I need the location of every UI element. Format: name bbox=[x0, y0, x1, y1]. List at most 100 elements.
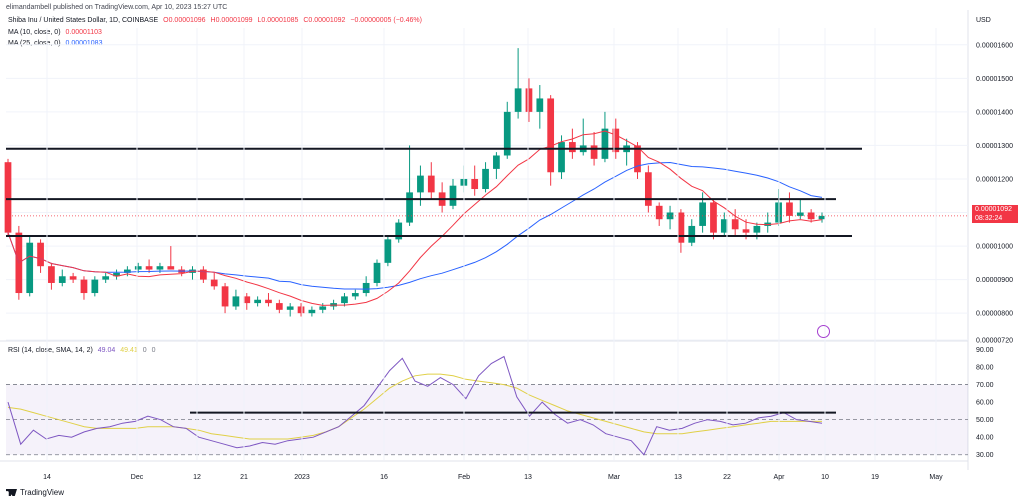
time-tick-label: 10 bbox=[821, 474, 829, 481]
candle-body bbox=[4, 162, 12, 233]
last-price-countdown: 08:32:24 bbox=[975, 215, 1003, 222]
candle-body bbox=[634, 145, 641, 173]
candle-body bbox=[134, 266, 142, 270]
candle-body bbox=[449, 185, 457, 206]
candle-body bbox=[807, 212, 815, 220]
candle-body bbox=[558, 142, 565, 173]
ma10-label: MA (10, close, 0) bbox=[8, 29, 61, 36]
candle-body bbox=[742, 229, 750, 233]
price-tick-label: 0.00000720 bbox=[976, 338, 1013, 345]
candle-body bbox=[341, 296, 348, 304]
candle-body bbox=[275, 303, 283, 310]
candle-body bbox=[26, 242, 34, 294]
time-tick-label: Mar bbox=[608, 474, 621, 481]
candle-body bbox=[786, 202, 793, 216]
rsi-tick-label: 30.00 bbox=[976, 452, 994, 459]
candle-body bbox=[210, 279, 218, 287]
sparkle-event-icon[interactable] bbox=[817, 325, 830, 338]
candle-body bbox=[58, 276, 66, 283]
ma25-line bbox=[7, 161, 823, 290]
candle-body bbox=[37, 242, 44, 267]
rsi-line bbox=[7, 355, 823, 456]
candle-body bbox=[254, 299, 261, 304]
candle-body bbox=[48, 266, 55, 283]
candle-body bbox=[655, 205, 663, 220]
candle-body bbox=[601, 128, 609, 159]
price-tick-label: 0.00001200 bbox=[976, 176, 1013, 183]
rsi-tick-label: 80.00 bbox=[976, 365, 994, 372]
candle-body bbox=[102, 276, 110, 280]
candle-body bbox=[514, 88, 522, 112]
candle-body bbox=[536, 98, 544, 112]
rsi-ma-line bbox=[7, 373, 822, 440]
time-tick-label: 12 bbox=[193, 474, 201, 481]
price-tick-label: 0.00001000 bbox=[976, 244, 1013, 251]
candle-body bbox=[503, 111, 511, 156]
candle-body bbox=[612, 128, 620, 153]
candle-body bbox=[91, 279, 99, 294]
candle-body bbox=[427, 175, 435, 193]
close-value: C0.00001092 bbox=[303, 17, 346, 24]
symbol-name: Shiba Inu / United States Dollar, 1D, CO… bbox=[8, 17, 159, 24]
candle-body bbox=[547, 98, 555, 173]
change-value: −0.00000005 (−0.46%) bbox=[350, 17, 422, 24]
candle-body bbox=[351, 293, 359, 297]
time-tick-label: Dec bbox=[131, 474, 144, 481]
candle-body bbox=[493, 155, 500, 169]
time-tick-label: Apr bbox=[774, 474, 786, 481]
candle-body bbox=[644, 172, 652, 206]
ma25-legend: MA (25, close, 0) 0.00001083 bbox=[8, 39, 105, 48]
rsi-label: RSI (14, close, SMA, 14, 2) bbox=[8, 347, 93, 354]
price-tick-label: 0.00001400 bbox=[976, 109, 1013, 116]
rsi-tick-label: 90.00 bbox=[976, 347, 994, 354]
rsi-value: 49.04 bbox=[97, 347, 116, 354]
rsi-sma-value: 49.41 bbox=[120, 347, 138, 354]
candle-body bbox=[417, 175, 424, 193]
candle-body bbox=[69, 276, 77, 280]
rsi-extra-2: 0 bbox=[151, 347, 156, 354]
candle-body bbox=[677, 212, 685, 243]
open-value: O0.00001096 bbox=[163, 17, 206, 24]
candle-body bbox=[384, 239, 392, 263]
candle-body bbox=[525, 88, 533, 112]
candle-body bbox=[124, 269, 131, 273]
candle-body bbox=[818, 215, 826, 220]
time-tick-label: 22 bbox=[723, 474, 731, 481]
candle-body bbox=[796, 212, 804, 216]
time-tick-label: 2023 bbox=[294, 474, 310, 481]
rsi-band bbox=[6, 384, 968, 455]
last-price-value: 0.00001092 bbox=[975, 206, 1012, 213]
candle-body bbox=[699, 202, 706, 226]
ma25-label: MA (25, close, 0) bbox=[8, 40, 61, 47]
footer[interactable]: TradingView bbox=[6, 488, 64, 497]
symbol-legend: Shiba Inu / United States Dollar, 1D, CO… bbox=[8, 16, 425, 25]
candle-body bbox=[395, 222, 403, 240]
candle-body bbox=[265, 299, 272, 304]
high-value: H0.00001099 bbox=[210, 17, 253, 24]
candle-body bbox=[232, 296, 240, 307]
time-tick-label: 14 bbox=[43, 474, 51, 481]
candle-body bbox=[113, 272, 120, 277]
attribution-text: elimandambell published on TradingView.c… bbox=[6, 4, 228, 11]
ma10-value: 0.00001103 bbox=[65, 29, 102, 36]
time-tick-label: 13 bbox=[674, 474, 682, 481]
time-tick-label: 16 bbox=[380, 474, 388, 481]
time-tick-label: 21 bbox=[240, 474, 248, 481]
rsi-tick-label: 40.00 bbox=[976, 435, 994, 442]
ma10-legend: MA (10, close, 0) 0.00001103 bbox=[8, 28, 105, 37]
time-tick-label: 19 bbox=[871, 474, 879, 481]
candle-body bbox=[319, 306, 327, 310]
candle-body bbox=[482, 168, 489, 190]
price-tick-label: 0.00000800 bbox=[976, 311, 1013, 318]
candle-body bbox=[297, 306, 305, 314]
candle-body bbox=[362, 282, 370, 294]
ma25-value: 0.00001083 bbox=[65, 40, 103, 47]
candle-body bbox=[243, 296, 251, 304]
ma10-line bbox=[7, 130, 823, 306]
candle-body bbox=[308, 309, 316, 314]
rsi-tick-label: 50.00 bbox=[976, 417, 994, 424]
rsi-tick-label: 60.00 bbox=[976, 400, 994, 407]
price-tick-label: 0.00001500 bbox=[976, 76, 1013, 83]
footer-brand: TradingView bbox=[20, 488, 65, 497]
